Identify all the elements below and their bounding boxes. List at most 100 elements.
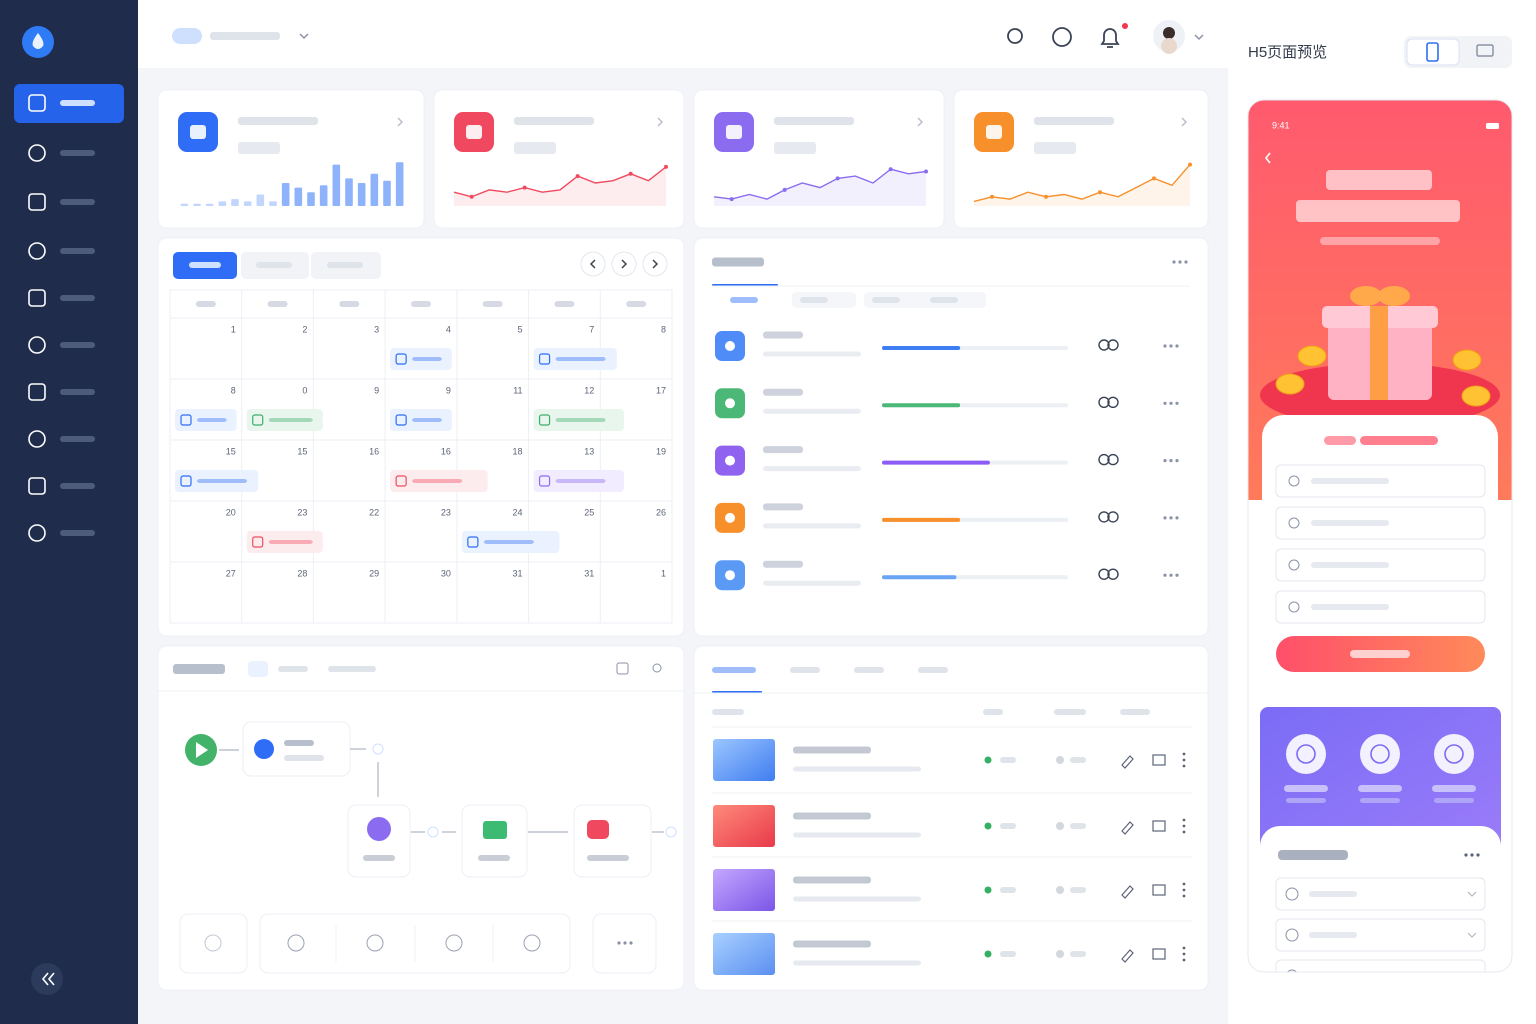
nav-icon[interactable] [28,524,46,542]
nav-icon[interactable] [28,477,46,495]
back-arrow[interactable] [1264,152,1271,164]
calendar-event[interactable] [390,409,452,431]
chevron[interactable] [397,117,403,127]
chevron[interactable] [917,117,923,127]
desktop-icon[interactable] [1476,44,1494,57]
calendar-event[interactable] [246,409,323,431]
more-dots[interactable] [1182,894,1186,898]
calendar-event[interactable] [390,348,452,370]
more-dots[interactable] [1169,516,1173,520]
more-dots[interactable] [623,941,627,945]
more-dots[interactable] [1182,752,1186,756]
calendar-event[interactable] [533,409,624,431]
more-dots[interactable] [1175,459,1179,463]
tool-icon[interactable] [366,934,384,952]
search-icon[interactable] [1007,28,1023,44]
task-item[interactable] [1275,877,1486,911]
more-dots[interactable] [1169,401,1173,405]
stats-icon[interactable] [1152,820,1166,832]
user-icon[interactable] [652,663,662,673]
email-node[interactable] [461,804,528,878]
more-dots[interactable] [629,941,633,945]
tool-icon[interactable] [287,934,305,952]
task-item[interactable] [1275,959,1486,992]
more-dots[interactable] [1182,958,1186,962]
more-dots[interactable] [1182,946,1186,950]
nav-icon[interactable] [28,193,46,211]
members-icon[interactable] [1107,568,1119,580]
more-dots[interactable] [1175,573,1179,577]
calendar-event[interactable] [175,470,259,492]
more-dots[interactable] [1182,764,1186,768]
add-button[interactable] [427,826,439,838]
calendar-event[interactable] [246,531,323,553]
more-dots[interactable] [1163,516,1167,520]
nav-arrow[interactable] [611,251,637,277]
bell-icon[interactable] [1100,28,1120,48]
nav-arrow[interactable] [580,251,606,277]
mobile-button[interactable] [1406,38,1460,66]
more-dots[interactable] [1169,459,1173,463]
more-dots[interactable] [1175,401,1179,405]
more-dots[interactable] [1470,853,1474,857]
help-icon[interactable] [1052,27,1072,47]
members-icon[interactable] [1107,453,1119,466]
nav-icon[interactable] [28,144,46,162]
more-dots[interactable] [1182,888,1186,892]
nav-arrow[interactable] [642,251,668,277]
more-dots[interactable] [1175,516,1179,520]
more-dots[interactable] [617,941,621,945]
calendar-event[interactable] [533,470,624,492]
more-dots[interactable] [1182,830,1186,834]
members-icon[interactable] [1098,568,1110,580]
more-dots[interactable] [1175,344,1179,348]
edit-icon[interactable] [1121,949,1134,963]
calendar-event[interactable] [175,409,237,431]
tool[interactable] [179,913,248,974]
members-icon[interactable] [1098,453,1110,466]
stats-icon[interactable] [1152,754,1166,766]
edit-icon[interactable] [1121,755,1134,769]
add-button[interactable] [372,743,384,755]
members-icon[interactable] [1107,511,1119,523]
more-dots[interactable] [1172,260,1176,264]
members-icon[interactable] [1098,396,1110,408]
calendar-event[interactable] [390,470,488,492]
more-dots[interactable] [1182,824,1186,828]
add-button[interactable] [665,826,677,838]
nav-icon[interactable] [28,430,46,448]
collapse-button[interactable] [31,963,63,995]
tool-icon[interactable] [445,934,463,952]
nav-icon[interactable] [28,383,46,401]
members-icon[interactable] [1107,396,1119,408]
more-dots[interactable] [1163,573,1167,577]
more-dots[interactable] [1163,459,1167,463]
nav-icon[interactable] [28,94,46,112]
more-dots[interactable] [1163,344,1167,348]
more-dots[interactable] [1182,952,1186,956]
more-dots[interactable] [1182,758,1186,762]
calendar-event[interactable] [461,531,560,553]
edit-icon[interactable] [1121,885,1134,899]
members-icon[interactable] [1098,511,1110,523]
more-dots[interactable] [1476,853,1480,857]
members-icon[interactable] [1107,339,1119,351]
members-icon[interactable] [1098,339,1110,351]
stats-icon[interactable] [1152,948,1166,960]
more-dots[interactable] [1182,818,1186,822]
stats-icon[interactable] [1152,884,1166,896]
calendar-event[interactable] [533,348,617,370]
more-dots[interactable] [1182,882,1186,886]
more-dots[interactable] [1184,260,1188,264]
sms-node[interactable] [573,804,652,878]
more-dots[interactable] [1163,401,1167,405]
more-dots[interactable] [1178,260,1182,264]
edit-icon[interactable] [1121,821,1134,835]
nav-icon[interactable] [28,289,46,307]
chevron[interactable] [657,117,663,127]
nav-icon[interactable] [28,242,46,260]
more-dots[interactable] [1464,853,1468,857]
more-dots[interactable] [1169,573,1173,577]
more-dots[interactable] [1169,344,1173,348]
tool-icon[interactable] [523,934,541,952]
